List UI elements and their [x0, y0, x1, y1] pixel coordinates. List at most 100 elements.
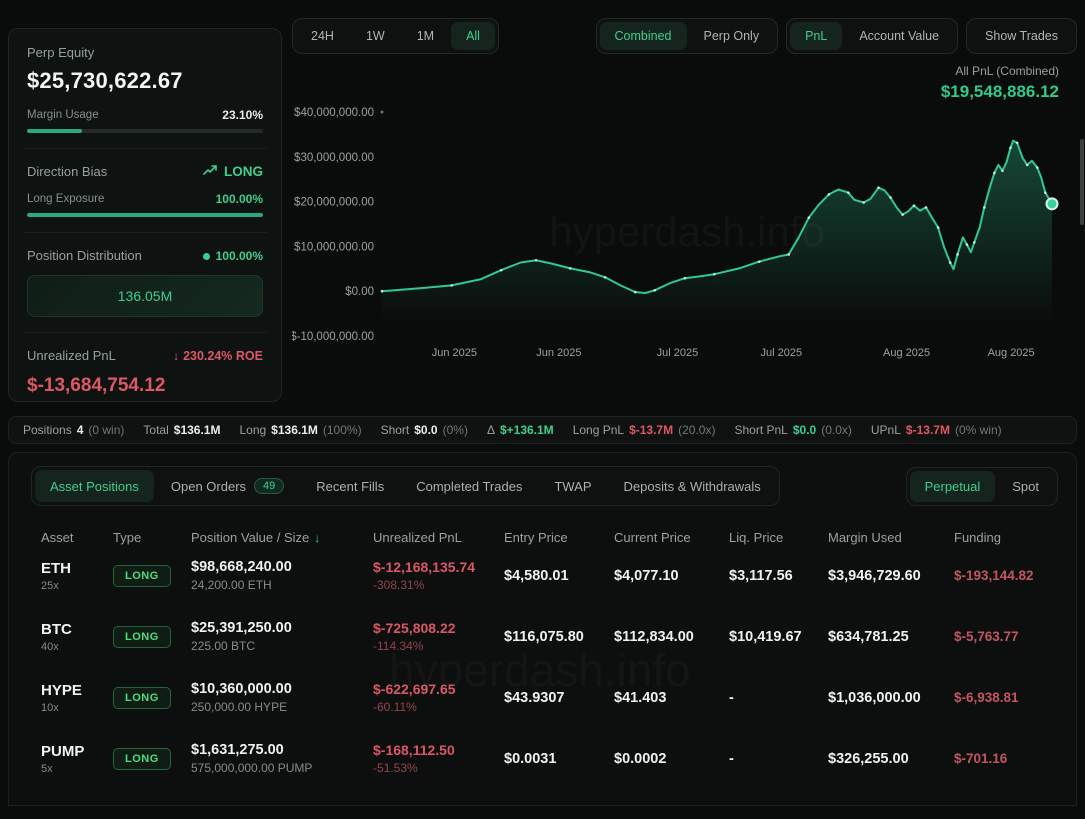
summary-item-short: Short $0.0 (0%) — [380, 423, 468, 437]
market-type-tabs-group: Perpetual Spot — [905, 466, 1058, 506]
svg-text:$20,000,000.00: $20,000,000.00 — [294, 197, 374, 209]
positions-summary-bar: Positions 4 (0 win) Total $136.1M Long $136.1M… — [8, 416, 1077, 444]
sort-desc-icon: ↓ — [314, 531, 321, 545]
svg-text:Jun 2025: Jun 2025 — [536, 347, 581, 359]
tab-spot[interactable]: Spot — [997, 471, 1054, 502]
svg-text:$-10,000,000.00: $-10,000,000.00 — [292, 331, 374, 343]
unrealized-pnl-label: Unrealized PnL — [27, 348, 116, 363]
direction-bias-label: Direction Bias — [27, 164, 108, 179]
range-button-24h[interactable]: 24H — [296, 22, 349, 50]
svg-text:Aug 2025: Aug 2025 — [988, 347, 1035, 359]
unrealized-pnl-value: $-13,684,754.12 — [27, 375, 166, 396]
column-header-asset[interactable]: Asset — [41, 530, 74, 545]
margin-usage-fill — [27, 129, 82, 133]
mode-button-combined[interactable]: Combined — [599, 22, 687, 50]
perp-equity-value: $25,730,622.67 — [27, 68, 183, 93]
svg-text:Aug 2025: Aug 2025 — [883, 347, 930, 359]
tabs-row: Asset Positions Open Orders 49 Recent Fills… — [9, 453, 1076, 506]
column-header-position-value-size[interactable]: Position Value / Size ↓ — [191, 530, 321, 545]
metric-group: PnL Account Value — [786, 18, 959, 54]
tab-recent-fills[interactable]: Recent Fills — [301, 470, 399, 502]
summary-item-positions: Positions 4 (0 win) — [23, 423, 125, 437]
green-dot-icon — [202, 252, 210, 260]
account-stats-panel: Perp Equity $25,730,622.67 Margin Usage … — [8, 28, 282, 402]
long-badge: LONG — [113, 625, 171, 648]
position-row-hype[interactable]: HYPE 10x LONG $10,360,000.00 250,000.00 HYPE… — [41, 681, 1019, 714]
position-row-btc[interactable]: BTC 40x LONG $25,391,250.00 225.00 BTC $-725,… — [41, 620, 1019, 653]
pnl-line-chart[interactable]: hyperdash.info $40,000,000.00 $30,000,000.… — [290, 104, 1077, 371]
margin-usage-value: 23.10% — [222, 108, 263, 122]
positions-tabs-group: Asset Positions Open Orders 49 Recent Fills… — [31, 466, 780, 506]
time-range-group: 24H 1W 1M All — [292, 18, 499, 54]
svg-text:$40,000,000.00: $40,000,000.00 — [294, 107, 374, 119]
combine-mode-group: Combined Perp Only — [595, 18, 779, 54]
divider — [23, 232, 267, 233]
position-distribution-box[interactable]: 136.05M — [27, 275, 263, 317]
svg-text:Jul 2025: Jul 2025 — [761, 347, 803, 359]
all-pnl-label: All PnL (Combined) — [955, 64, 1059, 78]
column-header-unrealized-pnl[interactable]: Unrealized PnL — [373, 530, 462, 545]
column-header-entry-price[interactable]: Entry Price — [504, 530, 568, 545]
long-exposure-value: 100.00% — [215, 192, 263, 206]
position-distribution-value: 136.05M — [117, 288, 173, 304]
scrollbar-thumb[interactable] — [1080, 139, 1084, 225]
summary-item-upnl: UPnL $-13.7M (0% win) — [870, 423, 1002, 437]
position-distribution-pct: 100.00% — [215, 248, 263, 263]
positions-table: Asset Type Position Value / Size ↓ Unrealize… — [9, 530, 1076, 789]
column-header-current-price[interactable]: Current Price — [614, 530, 691, 545]
position-distribution-label: Position Distribution — [27, 248, 142, 263]
summary-item-short-pnl: Short PnL $0.0 (0.0x) — [734, 423, 852, 437]
column-header-type[interactable]: Type — [113, 530, 142, 545]
range-button-1w[interactable]: 1W — [351, 22, 400, 50]
long-exposure-label: Long Exposure — [27, 193, 105, 205]
toggle-button-show-trades[interactable]: Show Trades — [970, 22, 1073, 50]
long-badge: LONG — [113, 564, 171, 587]
tab-perpetual[interactable]: Perpetual — [909, 470, 996, 502]
tab-open-orders[interactable]: Open Orders 49 — [156, 470, 299, 502]
column-header-funding[interactable]: Funding — [954, 530, 1001, 545]
svg-text:$30,000,000.00: $30,000,000.00 — [294, 152, 374, 164]
all-pnl-value: $19,548,886.12 — [940, 82, 1059, 101]
summary-item--: Δ $+136.1M — [486, 423, 554, 437]
svg-text:$0.00: $0.00 — [345, 286, 374, 298]
tab-asset-positions[interactable]: Asset Positions — [35, 470, 154, 502]
table-header-row: Asset Type Position Value / Size ↓ Unrealize… — [41, 530, 1076, 545]
margin-usage-bar — [27, 129, 263, 133]
arrow-down-icon: ↓ — [172, 348, 180, 363]
svg-text:Jun 2025: Jun 2025 — [432, 347, 477, 359]
svg-text:hyperdash.info: hyperdash.info — [549, 208, 825, 255]
long-badge: LONG — [113, 686, 171, 709]
long-exposure-fill — [27, 213, 263, 217]
svg-text:Jul 2025: Jul 2025 — [657, 347, 699, 359]
all-pnl-header: All PnL (Combined) $19,548,886.12 — [292, 64, 1059, 102]
position-row-eth[interactable]: ETH 25x LONG $98,668,240.00 24,200.00 ETH $-1… — [41, 559, 1034, 592]
top-section: Perp Equity $25,730,622.67 Margin Usage … — [0, 0, 1085, 402]
tab-twap[interactable]: TWAP — [539, 470, 606, 502]
summary-item-long: Long $136.1M (100%) — [239, 423, 362, 437]
chart-controls: 24H 1W 1M All Combined Perp Only PnL Account … — [292, 18, 1077, 54]
range-button-1m[interactable]: 1M — [402, 22, 449, 50]
long-exposure-bar — [27, 213, 263, 217]
direction-bias-value: LONG — [224, 164, 263, 179]
column-header-margin-used[interactable]: Margin Used — [828, 530, 902, 545]
divider — [23, 148, 267, 149]
divider — [23, 332, 267, 333]
positions-panel: Asset Positions Open Orders 49 Recent Fills… — [8, 452, 1077, 806]
summary-item-total: Total $136.1M — [143, 423, 221, 437]
tab-deposits-withdrawals[interactable]: Deposits & Withdrawals — [609, 470, 776, 502]
roe-value: 230.24% ROE — [183, 348, 263, 363]
summary-item-long-pnl: Long PnL $-13.7M (20.0x) — [572, 423, 716, 437]
range-button-all[interactable]: All — [451, 22, 495, 50]
tab-completed-trades[interactable]: Completed Trades — [401, 470, 537, 502]
perp-equity-label: Perp Equity — [27, 45, 95, 60]
mode-button-perp-only[interactable]: Perp Only — [689, 22, 775, 50]
pnl-chart-panel: 24H 1W 1M All Combined Perp Only PnL Account … — [290, 10, 1077, 402]
metric-button-account-value[interactable]: Account Value — [844, 22, 954, 50]
column-header-liq-price[interactable]: Liq. Price — [729, 530, 784, 545]
show-trades-group: Show Trades — [966, 18, 1077, 54]
position-row-pump[interactable]: PUMP 5x LONG $1,631,275.00 575,000,000.00 PU… — [41, 742, 1008, 775]
long-badge: LONG — [113, 747, 171, 770]
metric-button-pnl[interactable]: PnL — [790, 22, 843, 50]
open-orders-count-badge: 49 — [254, 478, 285, 494]
